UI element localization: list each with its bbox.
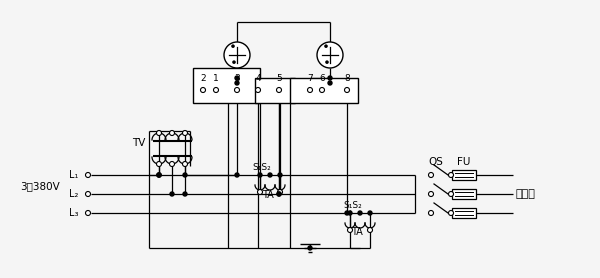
Bar xyxy=(193,68,260,103)
Circle shape xyxy=(182,130,187,135)
Circle shape xyxy=(157,173,161,177)
Circle shape xyxy=(235,76,239,80)
Circle shape xyxy=(317,42,343,68)
Circle shape xyxy=(428,192,433,197)
Circle shape xyxy=(170,162,175,167)
Circle shape xyxy=(277,192,281,196)
Circle shape xyxy=(182,162,187,167)
Text: FU: FU xyxy=(457,157,470,167)
Circle shape xyxy=(428,173,433,177)
Circle shape xyxy=(224,42,250,68)
Circle shape xyxy=(328,81,332,85)
Circle shape xyxy=(347,227,353,232)
Text: L₁: L₁ xyxy=(68,170,78,180)
Circle shape xyxy=(449,192,454,197)
Text: QS: QS xyxy=(428,157,443,167)
Bar xyxy=(452,170,476,180)
Circle shape xyxy=(256,88,260,93)
Circle shape xyxy=(170,130,175,135)
Circle shape xyxy=(235,81,239,85)
Bar xyxy=(452,208,476,218)
Circle shape xyxy=(157,173,161,177)
Circle shape xyxy=(308,246,312,250)
Circle shape xyxy=(86,173,91,177)
Circle shape xyxy=(86,192,91,197)
Circle shape xyxy=(368,211,372,215)
Text: 8: 8 xyxy=(344,74,350,83)
Bar xyxy=(290,78,358,103)
Text: 3: 3 xyxy=(234,74,240,83)
Circle shape xyxy=(258,173,262,177)
Text: 7: 7 xyxy=(307,74,313,83)
Circle shape xyxy=(277,192,281,196)
Circle shape xyxy=(325,60,329,64)
Circle shape xyxy=(232,60,236,64)
Circle shape xyxy=(345,211,349,215)
Circle shape xyxy=(235,88,239,93)
Circle shape xyxy=(277,190,283,195)
Circle shape xyxy=(86,210,91,215)
Circle shape xyxy=(320,88,325,93)
Circle shape xyxy=(358,211,362,215)
Circle shape xyxy=(231,44,235,48)
Circle shape xyxy=(170,192,174,196)
Text: 2: 2 xyxy=(200,74,206,83)
Circle shape xyxy=(277,88,281,93)
Circle shape xyxy=(348,211,352,215)
Circle shape xyxy=(183,192,187,196)
Text: 6: 6 xyxy=(319,74,325,83)
Text: 接负载: 接负载 xyxy=(515,189,535,199)
Text: 5: 5 xyxy=(276,74,282,83)
Text: 3～380V: 3～380V xyxy=(20,181,60,191)
Circle shape xyxy=(367,227,373,232)
Circle shape xyxy=(183,173,187,177)
Circle shape xyxy=(200,88,205,93)
Text: TV: TV xyxy=(131,138,145,148)
Bar xyxy=(452,189,476,199)
Circle shape xyxy=(328,76,332,80)
Circle shape xyxy=(308,88,313,93)
Text: TA: TA xyxy=(262,190,274,200)
Text: L₃: L₃ xyxy=(68,208,78,218)
Circle shape xyxy=(324,44,328,48)
Bar xyxy=(255,78,295,103)
Text: TA: TA xyxy=(351,227,363,237)
Circle shape xyxy=(268,173,272,177)
Circle shape xyxy=(157,173,161,177)
Text: 1: 1 xyxy=(213,74,219,83)
Circle shape xyxy=(278,173,282,177)
Circle shape xyxy=(257,190,263,195)
Text: 4: 4 xyxy=(255,74,261,83)
Circle shape xyxy=(214,88,218,93)
Text: S₁S₂: S₁S₂ xyxy=(344,202,362,210)
Circle shape xyxy=(235,173,239,177)
Circle shape xyxy=(449,173,454,177)
Circle shape xyxy=(344,88,349,93)
Text: S₁S₂: S₁S₂ xyxy=(253,163,271,173)
Text: L₂: L₂ xyxy=(68,189,78,199)
Circle shape xyxy=(157,162,161,167)
Circle shape xyxy=(428,210,433,215)
Circle shape xyxy=(157,130,161,135)
Circle shape xyxy=(449,210,454,215)
